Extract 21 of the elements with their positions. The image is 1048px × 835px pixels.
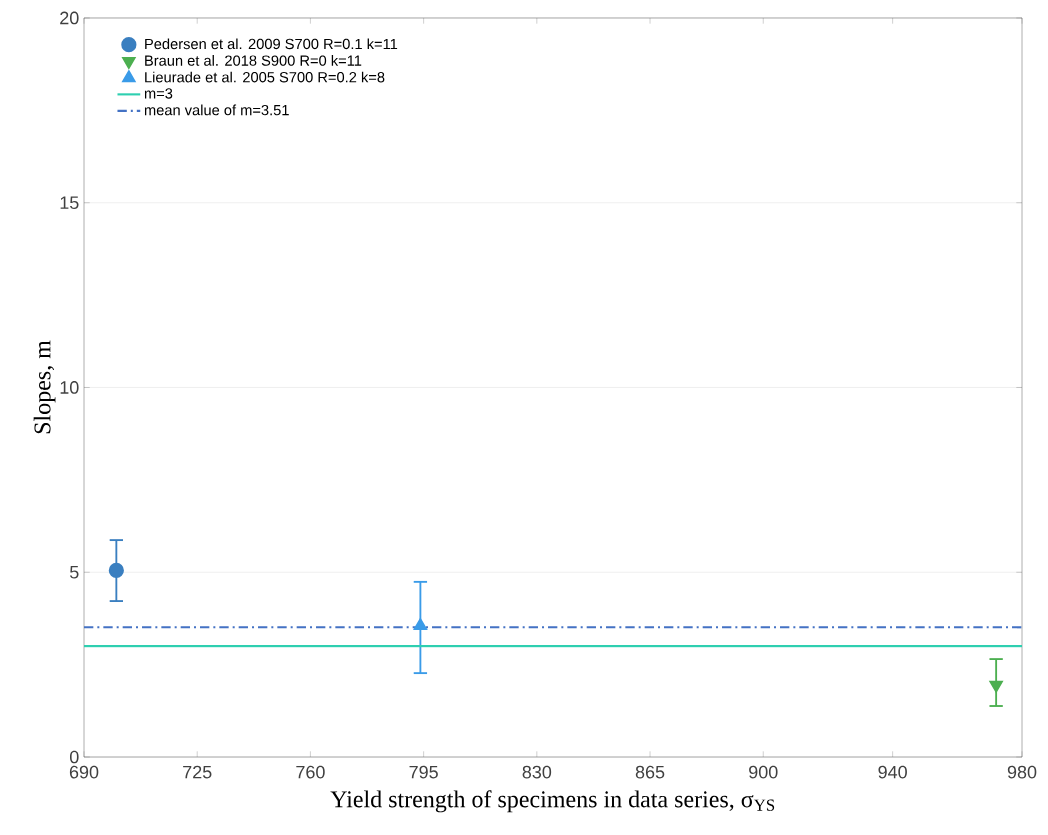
x-axis-title: Yield strength of specimens in data series, σ$_{YS}$ — [330, 790, 775, 813]
y-tick-label: 15 — [60, 196, 79, 210]
legend-label: mean value of m=3.51 — [144, 104, 289, 116]
x-tick-label: 725 — [183, 765, 212, 779]
y-axis-title: Slopes, m — [33, 340, 56, 434]
x-tick-label: 940 — [878, 765, 907, 779]
legend-label: m=3 — [144, 88, 173, 99]
y-tick-label: 10 — [60, 381, 79, 394]
x-tick-label: 795 — [409, 765, 438, 779]
y-tick-label: 20 — [60, 11, 79, 25]
y-tick-label: 0 — [69, 750, 79, 764]
legend-label: Braun et al. 2018 S900 R=0 k=11 — [145, 55, 362, 66]
x-tick-label: 900 — [749, 765, 778, 779]
y-tick-label: 5 — [69, 565, 79, 579]
x-tick-label: 865 — [635, 765, 665, 779]
x-tick-label: 690 — [69, 765, 99, 779]
legend-label: Lieurade et al. 2005 S700 R=0.2 k=8 — [145, 71, 385, 83]
x-tick-label: 980 — [1007, 765, 1037, 779]
x-tick-label: 830 — [522, 765, 552, 779]
x-tick-label: 760 — [296, 765, 325, 779]
legend-label: Pedersen et al. 2009 S700 R=0.1 k=11 — [145, 38, 398, 50]
